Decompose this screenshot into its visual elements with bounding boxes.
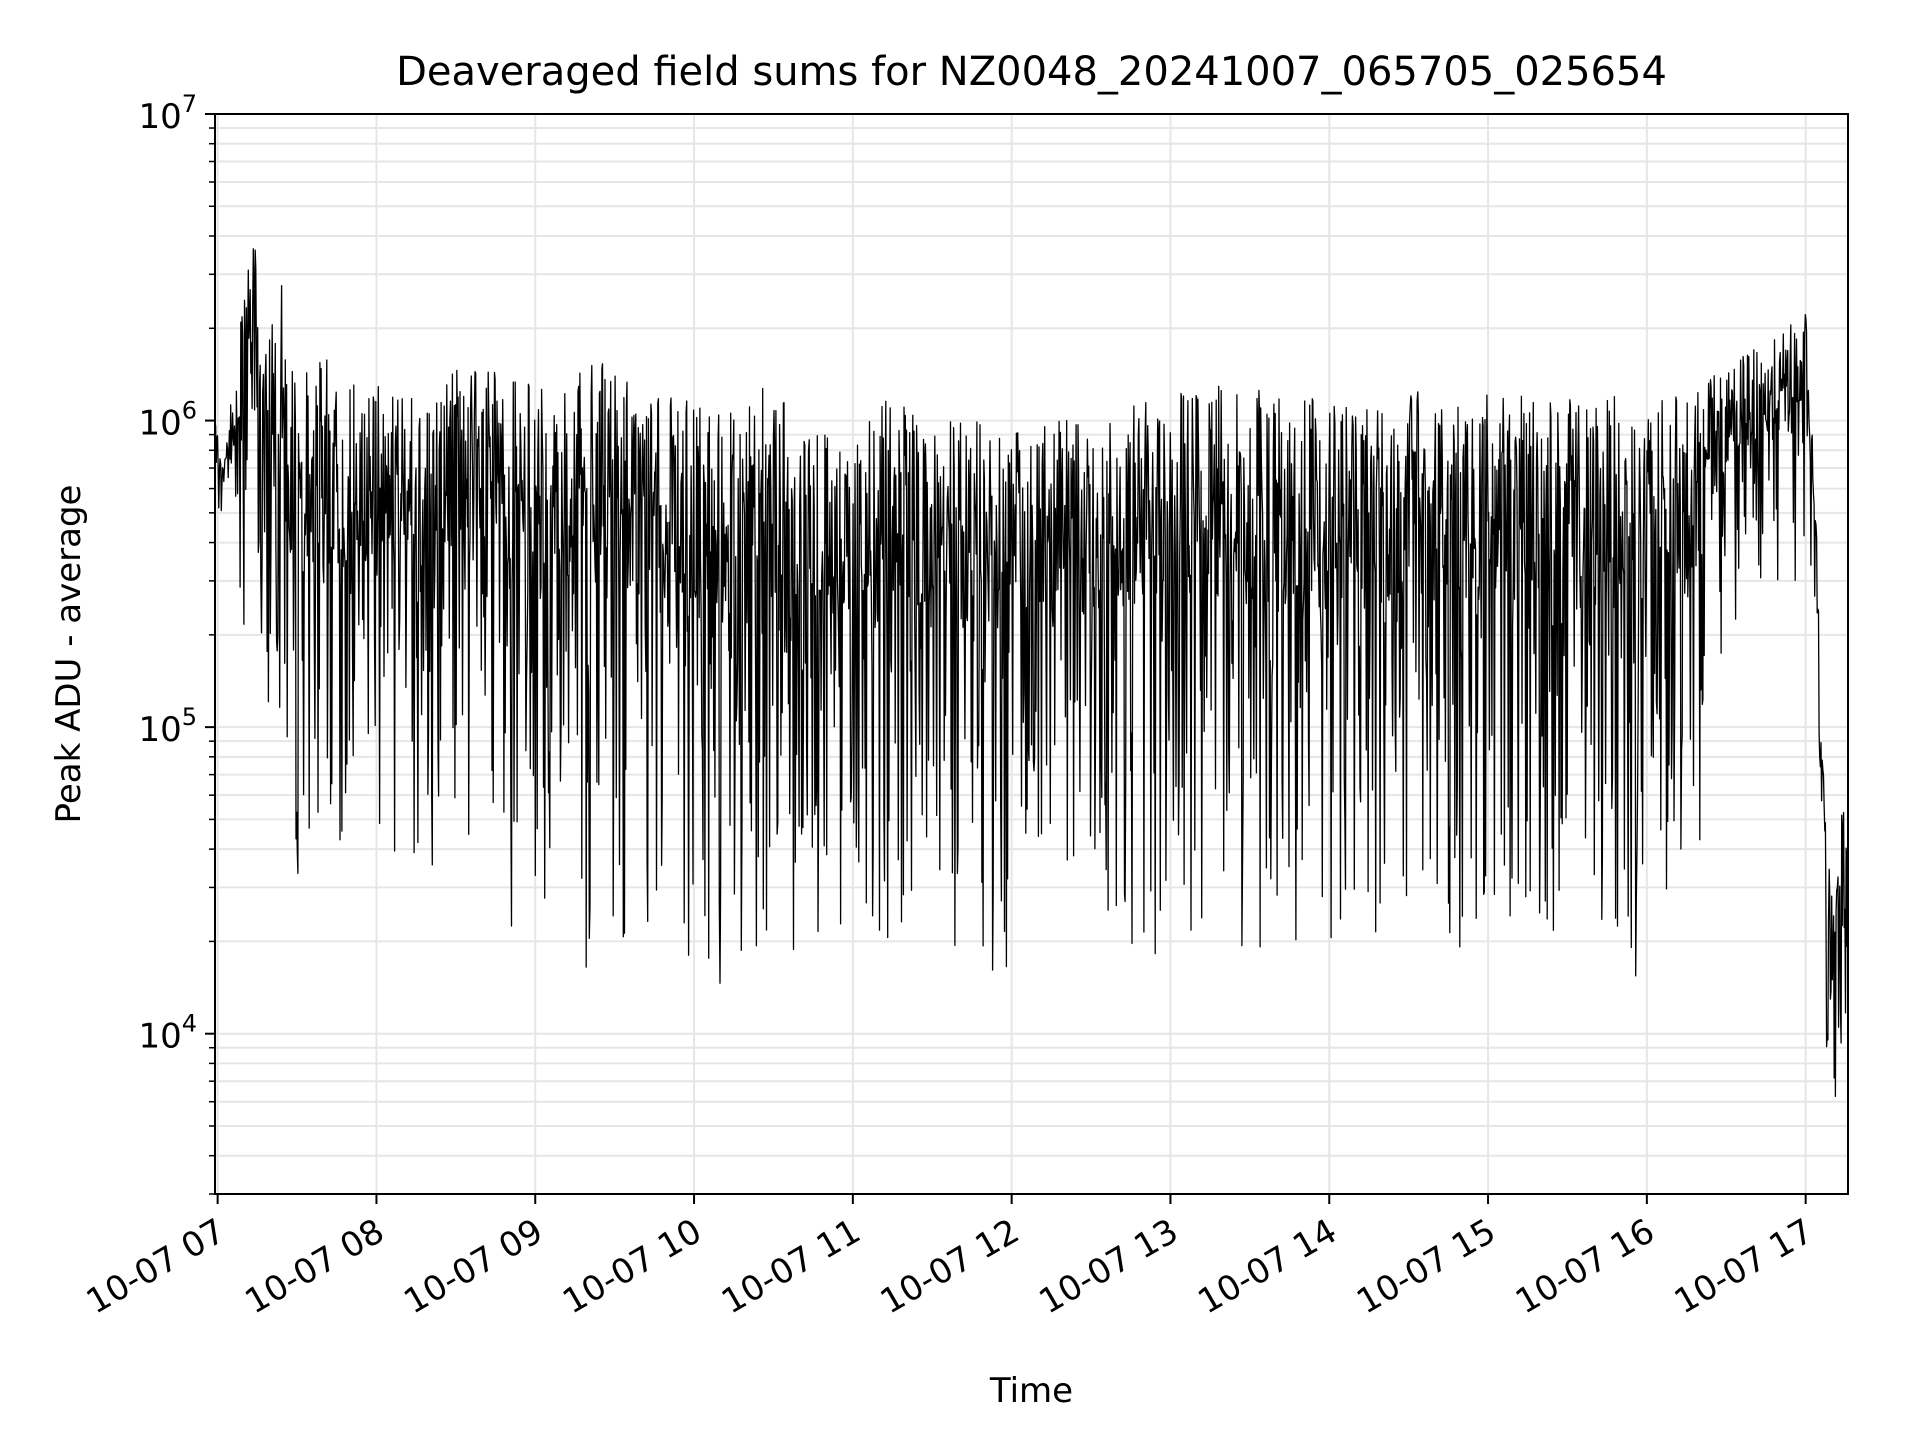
plot-frame (214, 113, 1849, 1195)
y-tick-label: 104 (138, 1010, 197, 1057)
series-layer (214, 248, 1849, 1098)
y-axis-label: Peak ADU - average (49, 485, 89, 824)
series-line (214, 248, 1849, 1098)
y-tick-label: 105 (138, 703, 197, 750)
chart-title: Deaveraged field sums for NZ0048_2024100… (396, 49, 1667, 95)
y-tick-label: 106 (138, 397, 197, 444)
y-tick-label: 107 (138, 90, 197, 137)
x-axis-label: Time (989, 1371, 1073, 1411)
